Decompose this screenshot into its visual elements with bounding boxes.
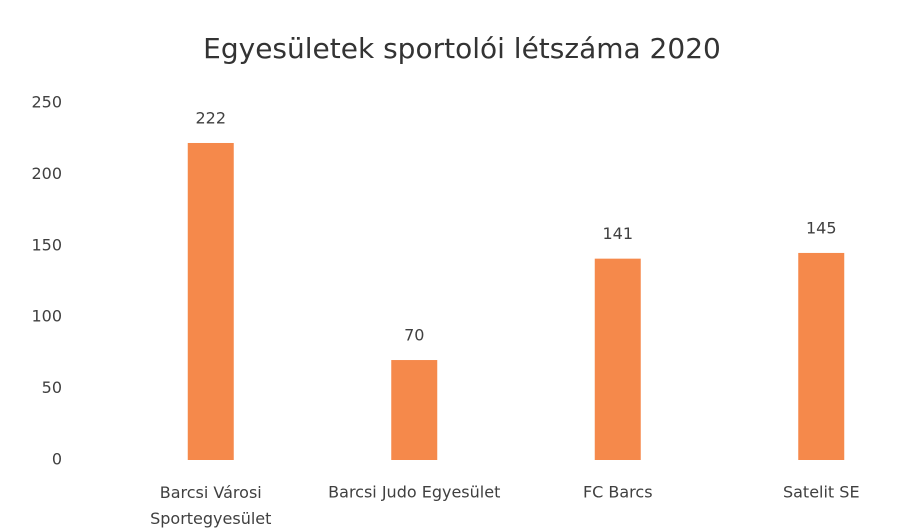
bar <box>391 360 438 460</box>
data-label: 70 <box>404 326 424 345</box>
y-tick-label: 50 <box>42 378 62 397</box>
y-tick-label: 150 <box>31 235 62 254</box>
chart-title: Egyesületek sportolói létszáma 2020 <box>203 32 721 65</box>
y-tick-label: 0 <box>52 450 62 469</box>
y-tick-label: 100 <box>31 307 62 326</box>
x-tick-label: FC Barcs <box>583 483 653 502</box>
x-tick-label: Barcsi Judo Egyesület <box>328 483 500 502</box>
bar <box>798 252 845 460</box>
bar <box>187 142 234 460</box>
x-tick-label: Satelit SE <box>783 483 860 502</box>
data-label: 145 <box>806 218 837 237</box>
data-label: 141 <box>602 224 633 243</box>
y-tick-label: 200 <box>31 164 62 183</box>
bar <box>594 258 641 460</box>
data-label: 222 <box>195 108 226 127</box>
x-tick-label: Barcsi Városi Sportegyesület <box>150 483 271 528</box>
y-tick-label: 250 <box>31 93 62 112</box>
